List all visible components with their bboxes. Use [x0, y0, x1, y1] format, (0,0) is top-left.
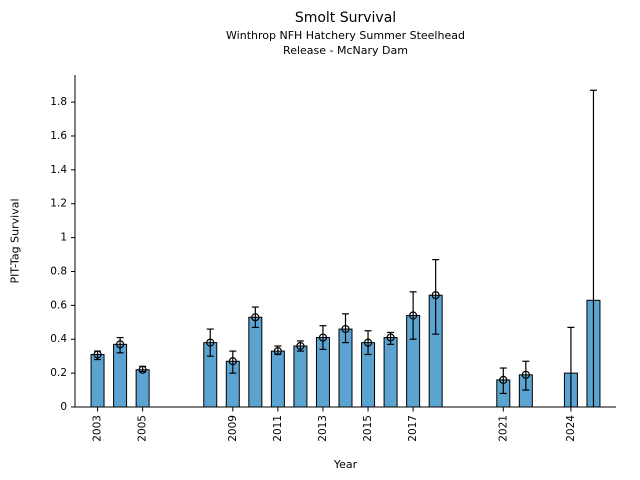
bar: [383, 337, 398, 408]
y-tick-label: 0.4: [50, 333, 67, 345]
y-tick-label: 0: [60, 401, 67, 413]
point-marker: [409, 311, 418, 320]
point-marker: [431, 291, 440, 300]
bar: [113, 343, 128, 408]
y-tick-label: 1.6: [50, 130, 67, 142]
bar: [293, 345, 308, 408]
x-tick-label: 2015: [362, 415, 374, 442]
point-marker: [363, 338, 373, 347]
x-tick-label: 2009: [227, 415, 239, 442]
point-marker: [341, 324, 350, 334]
point-marker: [115, 340, 125, 349]
chart-title: Smolt Survival: [294, 10, 397, 26]
bar: [270, 350, 285, 408]
point-marker: [386, 333, 395, 342]
y-tick-label: 0.8: [50, 265, 67, 277]
x-tick-label: 2021: [497, 415, 509, 442]
y-tick-label: 0.2: [50, 367, 67, 379]
point-marker: [521, 370, 530, 379]
bar: [248, 316, 263, 408]
x-axis-label: Year: [333, 458, 358, 471]
y-axis-label: PIT-Tag Survival: [8, 198, 22, 284]
x-tick-label: 2011: [272, 415, 284, 442]
point-marker: [228, 357, 237, 366]
bar: [90, 353, 105, 408]
x-tick-label: 2017: [407, 415, 419, 442]
point-marker: [138, 365, 147, 374]
title-block: Smolt Survival Winthrop NFH Hatchery Sum…: [75, 0, 616, 58]
point-marker: [251, 313, 260, 322]
chart-subtitle: Winthrop NFH Hatchery Summer Steelhead: [226, 29, 465, 42]
point-marker: [318, 333, 328, 342]
x-tick-label: 2005: [137, 415, 149, 442]
chart-subtitle2: Release - McNary Dam: [283, 44, 408, 57]
y-tick-label: 0.6: [50, 299, 67, 311]
y-tick-label: 1.8: [50, 96, 67, 108]
bar: [135, 369, 150, 408]
y-tick-label: 1.2: [50, 198, 67, 210]
point-marker: [273, 347, 282, 356]
point-marker: [296, 341, 305, 351]
x-tick-label: 2024: [565, 415, 577, 442]
y-tick-label: 1: [60, 232, 67, 244]
point-marker: [93, 350, 102, 359]
y-tick-label: 1.4: [50, 164, 67, 176]
x-tick-label: 2003: [92, 415, 104, 442]
point-marker: [206, 338, 215, 347]
x-tick-label: 2013: [317, 415, 329, 442]
point-marker: [499, 375, 508, 384]
